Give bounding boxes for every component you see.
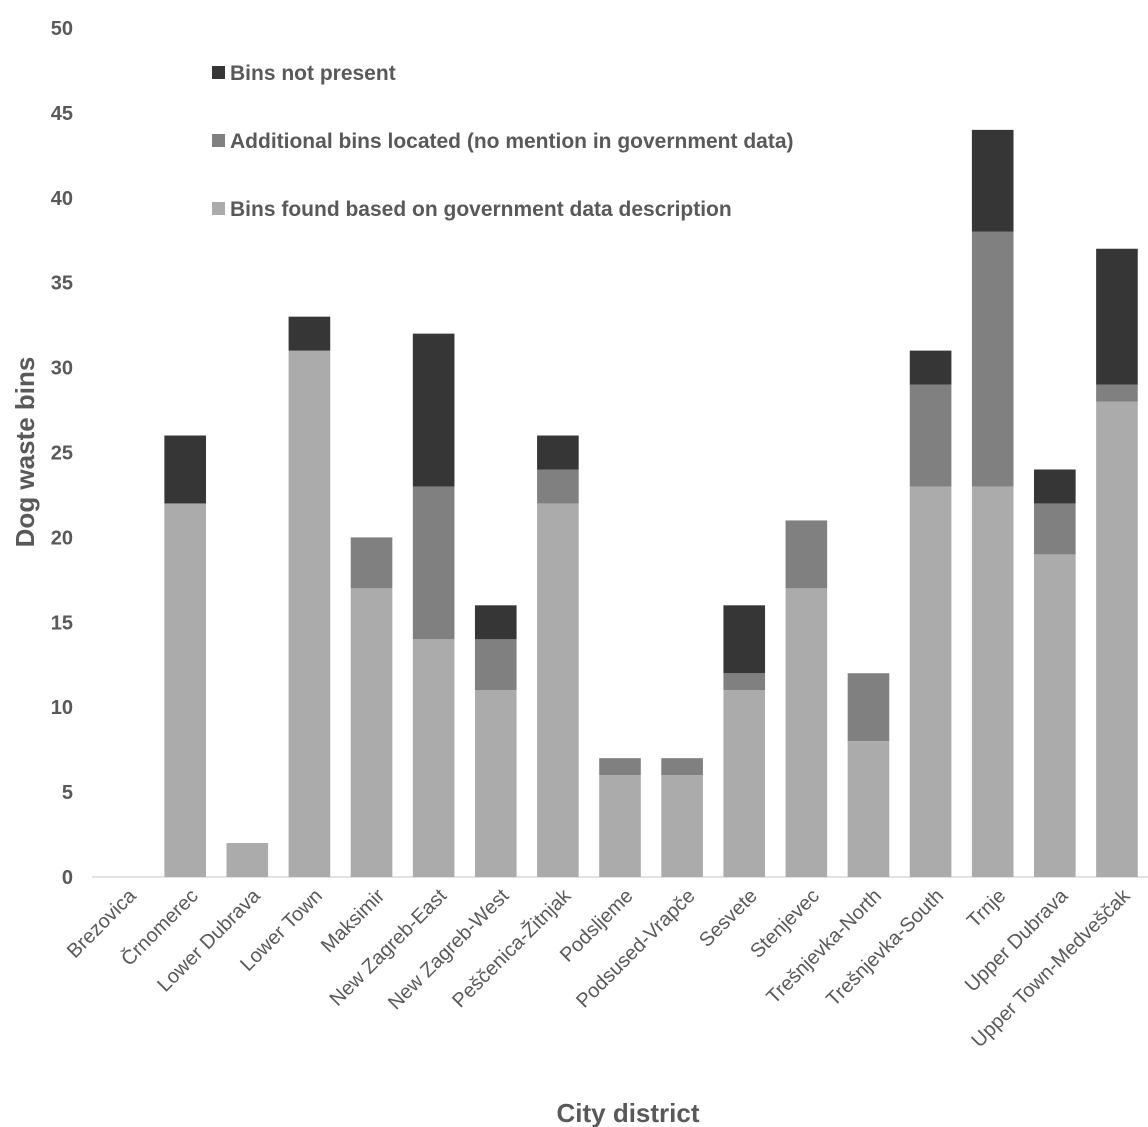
- y-tick-label: 25: [51, 443, 73, 465]
- bar-segment: [785, 520, 828, 589]
- x-tick-label: New Zagreb-East: [326, 885, 452, 1011]
- y-tick-label: 20: [51, 527, 73, 549]
- legend: Bins not present Additional bins located …: [212, 62, 794, 221]
- legend-swatch: [212, 66, 225, 79]
- bar-segment: [1096, 248, 1138, 385]
- bars: [164, 129, 1138, 877]
- legend-label: Bins found based on government data desc…: [230, 198, 732, 221]
- bar-segment: [661, 775, 703, 877]
- legend-label: Bins not present: [230, 62, 396, 85]
- legend-label: Additional bins located (no mention in g…: [230, 130, 794, 153]
- y-tick-label: 45: [51, 103, 73, 125]
- bar-segment: [412, 486, 455, 640]
- bar-segment: [723, 673, 766, 691]
- bar-segment: [537, 469, 579, 504]
- y-tick-label: 5: [62, 782, 73, 804]
- y-tick-label: 35: [51, 273, 73, 295]
- bar-segment: [1096, 401, 1138, 877]
- y-tick-label: 10: [51, 697, 73, 719]
- bar-segment: [971, 486, 1014, 877]
- x-tick-label: Peščenica-Žitnjak: [448, 884, 577, 1013]
- bar-segment: [599, 775, 641, 877]
- bar-segment: [412, 333, 455, 487]
- bar-segment: [537, 435, 579, 470]
- bar-segment: [1034, 469, 1076, 504]
- y-tick-label: 40: [51, 188, 73, 210]
- x-tick-label: Trešnjevka-South: [822, 885, 948, 1011]
- bar-segment: [1034, 554, 1076, 877]
- bar-segment: [909, 350, 952, 385]
- bar-segment: [164, 435, 206, 504]
- bar-segment: [847, 741, 890, 877]
- y-tick-label: 15: [51, 612, 73, 634]
- bar-segment: [909, 384, 952, 487]
- y-tick-label: 30: [51, 358, 73, 380]
- bar-segment: [661, 758, 703, 776]
- bar-segment: [1096, 384, 1138, 402]
- bar-segment: [847, 673, 890, 742]
- y-tick-label: 0: [62, 867, 73, 889]
- y-axis-title: Dog waste bins: [10, 357, 40, 548]
- bar-segment: [971, 231, 1014, 487]
- bar-segment: [599, 758, 641, 776]
- y-tick-label: 50: [51, 18, 73, 40]
- bar-segment: [474, 690, 517, 877]
- bar-segment: [226, 843, 269, 877]
- bar-segment: [412, 639, 455, 877]
- bar-segment: [288, 316, 331, 351]
- y-axis-ticks: 0 5 10 15 20 25 30 35 40 45 50: [51, 18, 73, 889]
- legend-swatch: [212, 202, 225, 215]
- bar-segment: [723, 605, 766, 674]
- bar-segment: [537, 503, 579, 877]
- bar-segment: [164, 503, 206, 877]
- bar-segment: [288, 350, 331, 877]
- bar-segment: [785, 588, 828, 877]
- bar-segment: [350, 537, 393, 589]
- legend-swatch: [212, 134, 225, 147]
- bar-segment: [1034, 503, 1076, 555]
- bar-segment: [971, 129, 1014, 232]
- x-axis-title: City district: [556, 1098, 699, 1127]
- x-tick-label: Podsused-Vrapče: [572, 885, 699, 1012]
- x-tick-label: Trešnjevka-North: [763, 885, 886, 1008]
- bar-segment: [909, 486, 952, 877]
- bar-segment: [474, 639, 517, 691]
- bar-segment: [474, 605, 517, 640]
- bar-segment: [723, 690, 766, 877]
- bar-segment: [350, 588, 393, 877]
- x-tick-label: Trnje: [963, 885, 1010, 932]
